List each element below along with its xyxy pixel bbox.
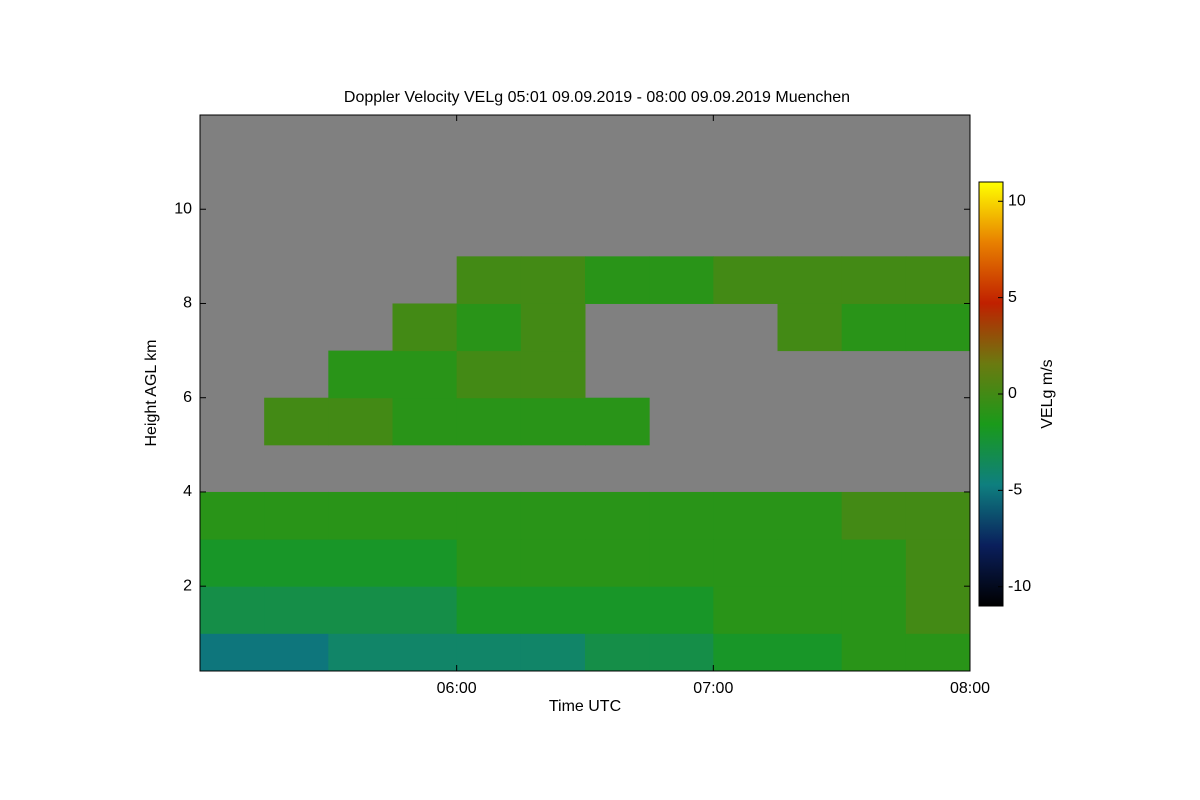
x-axis-label: Time UTC <box>549 698 621 715</box>
x-tick-label: 08:00 <box>950 680 990 697</box>
heatmap-cell <box>905 303 970 352</box>
y-tick-label: 8 <box>183 295 192 312</box>
y-tick-label: 10 <box>174 200 192 217</box>
heatmap-cell <box>777 303 843 352</box>
heatmap-cell <box>777 586 843 634</box>
x-tick-label: 07:00 <box>693 680 733 697</box>
heatmap-cell <box>200 633 265 671</box>
heatmap-cell <box>585 491 650 540</box>
heatmap-cell <box>905 256 970 304</box>
plot-frame <box>199 114 971 672</box>
heatmap-cell <box>520 303 586 352</box>
heatmap-cell <box>328 539 393 587</box>
heatmap-cell <box>905 491 970 540</box>
y-tick-label: 4 <box>183 483 192 500</box>
heatmap-cell <box>585 397 650 446</box>
heatmap-cell <box>585 256 650 304</box>
chart-title: Doppler Velocity VELg 05:01 09.09.2019 -… <box>344 89 850 106</box>
heatmap-cell <box>585 633 650 671</box>
colorbar-tick-label: -10 <box>1008 578 1031 595</box>
heatmap-cell <box>264 539 329 587</box>
heatmap-cell <box>649 586 714 634</box>
heatmap-cell <box>392 633 458 671</box>
heatmap-cell <box>456 586 522 634</box>
heatmap-cell <box>456 303 522 352</box>
heatmap-cell <box>456 539 522 587</box>
colorbar-label: VELg m/s <box>1039 359 1056 428</box>
heatmap-cell <box>328 397 393 446</box>
heatmap-cell <box>585 586 650 634</box>
heatmap-cell <box>841 491 907 540</box>
colorbar-tick-label: 5 <box>1008 289 1017 306</box>
heatmap-cell <box>456 350 522 399</box>
heatmap-cell <box>649 539 714 587</box>
heatmap-cell <box>200 586 265 634</box>
heatmap-cell <box>713 491 778 540</box>
heatmap-cell <box>328 491 393 540</box>
heatmap-cell <box>392 491 458 540</box>
y-axis-label: Height AGL km <box>143 339 160 446</box>
y-tick-label: 6 <box>183 389 192 406</box>
heatmap-cell <box>713 586 778 634</box>
heatmap-cell <box>200 491 265 540</box>
heatmap-cell <box>520 350 586 399</box>
heatmap-cell <box>905 586 970 634</box>
heatmap-cell <box>520 491 586 540</box>
heatmap-cell <box>456 491 522 540</box>
heatmap-cell <box>392 350 458 399</box>
heatmap-cell <box>456 256 522 304</box>
heatmap-cell <box>328 586 393 634</box>
heatmap-cell <box>520 586 586 634</box>
heatmap-cell <box>777 256 843 304</box>
heatmap-cell <box>649 633 714 671</box>
y-tick-label: 2 <box>183 577 192 594</box>
heatmap-cell <box>841 586 907 634</box>
heatmap-cell <box>520 397 586 446</box>
heatmap-cell <box>649 256 714 304</box>
heatmap-cell <box>713 633 778 671</box>
heatmap-cell <box>841 256 907 304</box>
heatmap-cell <box>456 397 522 446</box>
heatmap-cell <box>200 539 265 587</box>
heatmap-cell <box>392 303 458 352</box>
heatmap-cell <box>328 350 393 399</box>
colorbar-tick-label: 0 <box>1008 385 1017 402</box>
colorbar-tick-label: 10 <box>1008 192 1026 209</box>
heatmap-cell <box>713 256 778 304</box>
heatmap-cell <box>585 539 650 587</box>
heatmap-cell <box>392 539 458 587</box>
heatmap-cell <box>328 633 393 671</box>
heatmap-cell <box>264 397 329 446</box>
heatmap-cell <box>905 633 970 671</box>
heatmap-cell <box>456 633 522 671</box>
heatmap-cell <box>777 633 843 671</box>
heatmap-cell <box>777 491 843 540</box>
x-tick-label: 06:00 <box>437 680 477 697</box>
heatmap-cell <box>520 633 586 671</box>
heatmap-cell <box>264 586 329 634</box>
heatmap-cell <box>841 633 907 671</box>
heatmap-cell <box>520 256 586 304</box>
heatmap-cell <box>264 491 329 540</box>
heatmap-cell <box>841 539 907 587</box>
colorbar-tick-label: -5 <box>1008 482 1022 499</box>
heatmap-cell <box>392 586 458 634</box>
heatmap-cell <box>905 539 970 587</box>
heatmap-cell <box>264 633 329 671</box>
heatmap-cell <box>520 539 586 587</box>
heatmap <box>200 256 970 671</box>
heatmap-cell <box>392 397 458 446</box>
heatmap-cell <box>713 539 778 587</box>
heatmap-cell <box>649 491 714 540</box>
heatmap-cell <box>777 539 843 587</box>
heatmap-cell <box>841 303 907 352</box>
